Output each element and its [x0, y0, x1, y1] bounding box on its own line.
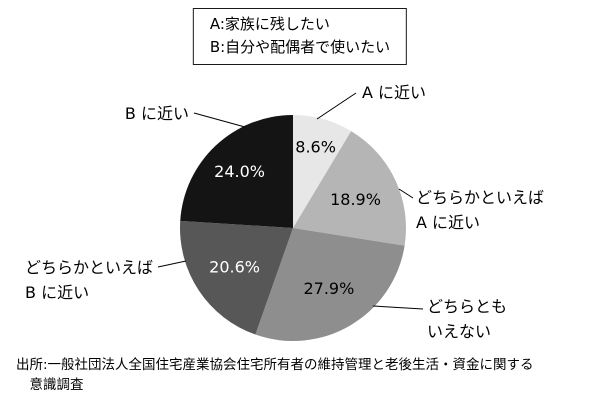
pie-callout-label-5: B に近い	[125, 104, 189, 123]
pie-callout-label-3: どちらともいえない	[427, 297, 507, 341]
pie-percent-label-5: 24.0%	[214, 162, 265, 181]
source-note: 出所:一般社団法人全国住宅産業協会住宅所有者の維持管理と老後生活・資金に関する意…	[16, 357, 534, 393]
pie-leader-line-3	[372, 305, 424, 310]
pie-leader-line-5	[193, 112, 246, 128]
pie-leader-line-4	[157, 260, 187, 268]
legend-box: A:家族に残したい B:自分や配偶者で使いたい	[192, 8, 408, 65]
pie-callout-label-1: A に近い	[362, 83, 426, 102]
pie-slice-3	[255, 228, 405, 342]
pie-callout-label-4: どちらかといえば B に近い	[25, 258, 153, 302]
legend-line-a: A:家族に残したい	[209, 15, 330, 33]
pie-leader-line-1	[316, 92, 357, 120]
pie-callout-label-2: どちらかといえば A に近い	[416, 188, 544, 232]
pie-percent-label-1: 8.6%	[295, 137, 336, 156]
pie-leader-line-2	[398, 188, 414, 199]
legend-line-b: B:自分や配偶者で使いたい	[209, 38, 391, 57]
pie-percent-label-2: 18.9%	[330, 190, 381, 209]
pie-percent-label-4: 20.6%	[209, 258, 260, 277]
pie-slice-1	[293, 115, 352, 228]
pie-slice-2	[293, 131, 407, 246]
pie-slice-5	[180, 114, 293, 228]
pie-percent-label-3: 27.9%	[303, 279, 354, 298]
pie-slice-4	[179, 220, 293, 335]
